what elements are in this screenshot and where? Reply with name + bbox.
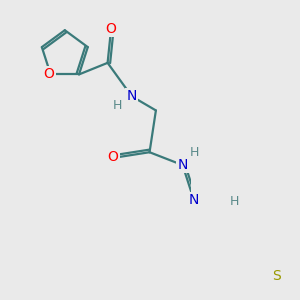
Text: N: N [177,158,188,172]
Text: O: O [43,68,54,81]
Text: H: H [230,195,239,208]
Text: O: O [105,22,116,36]
Text: S: S [272,269,281,284]
Text: O: O [107,150,118,164]
Text: N: N [189,194,199,208]
Text: H: H [113,99,122,112]
Text: N: N [127,89,137,103]
Text: H: H [189,146,199,159]
